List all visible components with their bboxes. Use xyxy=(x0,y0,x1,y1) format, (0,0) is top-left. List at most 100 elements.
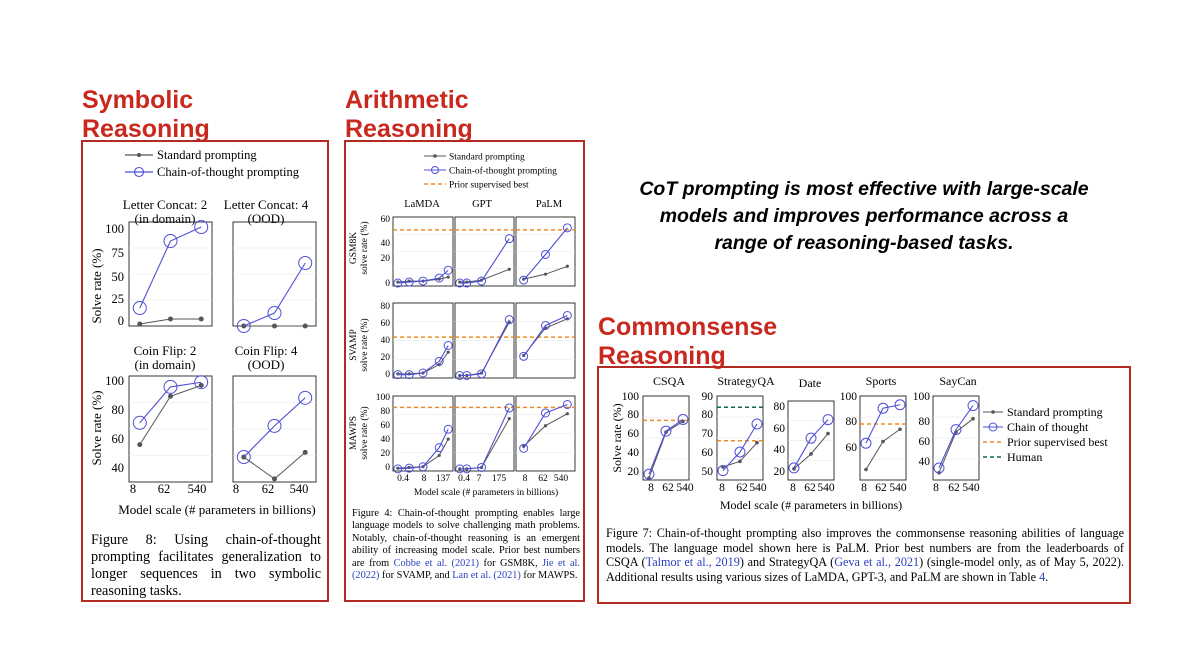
standard-data-point xyxy=(302,449,308,455)
caption-text: ) (single-model only, as of May 5, 2022)… xyxy=(606,555,1124,584)
chart-panel xyxy=(128,375,213,483)
citation-link[interactable]: Talmor et al., 2019 xyxy=(645,555,740,569)
cot-data-point xyxy=(562,399,572,409)
x-axis-label: Model scale (# parameters in billions) xyxy=(720,498,902,512)
chart-panel xyxy=(515,216,576,287)
cot-data-point xyxy=(677,413,689,425)
column-title: PaLM xyxy=(536,199,563,210)
symbolic-caption: Figure 8: Using chain-of-thought prompti… xyxy=(91,532,321,599)
chart-panel xyxy=(515,302,576,379)
x-tick-label: 540 xyxy=(554,474,569,484)
cot-data-point xyxy=(751,418,763,430)
standard-data-point xyxy=(137,321,143,327)
standard-data-point xyxy=(738,459,742,464)
x-tick-label: 8 xyxy=(523,474,528,484)
cot-data-point xyxy=(404,370,414,380)
chart-panel xyxy=(932,395,980,481)
y-tick-label: 100 xyxy=(913,391,931,403)
column-title: GPT xyxy=(472,199,492,210)
citation-link[interactable]: Jie et al. (2022) xyxy=(352,557,580,582)
legend-standard-marker xyxy=(991,410,995,414)
cot-data-point xyxy=(434,443,444,453)
symbolic-figure-box xyxy=(81,140,329,602)
y-tick-label: 80 xyxy=(112,403,125,417)
x-tick-label: 8 xyxy=(130,482,136,496)
standard-data-point xyxy=(198,382,204,388)
y-tick-label: 20 xyxy=(381,449,391,459)
x-tick-label: 8 xyxy=(790,482,796,494)
panel-title: (OOD) xyxy=(248,211,285,226)
cot-series-line xyxy=(459,407,510,470)
standard-data-point xyxy=(272,323,277,329)
standard-data-point xyxy=(446,275,450,279)
chart-panel xyxy=(392,395,454,474)
row-label: MAWPS xyxy=(349,416,359,450)
section-title-commonsense: Commonsense Reasoning xyxy=(598,313,777,371)
x-tick-label: 8 xyxy=(422,474,427,484)
cot-data-point xyxy=(477,462,487,472)
legend-cot-label: Chain-of-thought prompting xyxy=(157,165,300,179)
x-tick-label: 8 xyxy=(648,482,654,494)
panel-title: Coin Flip: 4 xyxy=(235,343,298,358)
cot-series-line xyxy=(793,419,829,469)
panel-title: Letter Concat: 2 xyxy=(123,197,207,212)
cot-data-point xyxy=(455,278,465,288)
panel-title: StrategyQA xyxy=(717,374,775,388)
y-tick-label: 80 xyxy=(381,407,391,417)
legend-cot-label: Chain-of-thought prompting xyxy=(449,166,557,177)
x-tick-label: 62 xyxy=(948,482,960,494)
y-tick-label: 100 xyxy=(840,391,858,403)
x-tick-label: 62 xyxy=(662,482,674,494)
y-tick-label: 25 xyxy=(112,292,125,306)
y-tick-label: 80 xyxy=(846,416,858,428)
cot-series-line xyxy=(459,319,510,377)
cot-data-point xyxy=(455,371,465,380)
cot-data-point xyxy=(643,468,655,480)
standard-data-point xyxy=(864,467,868,472)
y-tick-label: 40 xyxy=(774,444,786,456)
y-tick-label: 20 xyxy=(774,466,786,478)
cot-data-point xyxy=(519,351,529,361)
headline-line: range of reasoning-based tasks. xyxy=(714,232,1014,254)
standard-data-point xyxy=(809,452,813,456)
y-tick-label: 60 xyxy=(702,447,714,459)
cot-data-point xyxy=(194,220,209,234)
cot-data-point xyxy=(877,402,889,414)
standard-data-point xyxy=(446,350,450,354)
cot-data-point xyxy=(504,234,514,244)
y-tick-label: 60 xyxy=(628,428,640,440)
caption-text: . xyxy=(1045,569,1049,584)
cot-data-point xyxy=(822,414,834,426)
cot-data-point xyxy=(163,234,178,248)
arithmetic-caption: Figure 4: Chain-of-thought prompting ena… xyxy=(352,508,580,582)
cot-series-line xyxy=(139,226,202,309)
y-tick-label: 60 xyxy=(846,442,858,454)
x-tick-label: 7 xyxy=(477,474,482,484)
standard-data-point xyxy=(565,412,569,416)
cot-data-point xyxy=(660,425,672,437)
y-tick-label: 50 xyxy=(702,466,714,478)
citation-link[interactable]: Geva et al., 2021 xyxy=(834,555,920,569)
cot-data-point xyxy=(443,341,453,350)
x-tick-label: 62 xyxy=(804,482,816,494)
panel-title: (in domain) xyxy=(134,211,195,226)
cot-series-line xyxy=(397,345,449,376)
standard-data-point xyxy=(507,267,511,271)
panel-title: Coin Flip: 2 xyxy=(134,343,197,358)
legend-standard-marker xyxy=(137,153,141,157)
citation-link[interactable]: Lan et al. (2021) xyxy=(452,570,521,582)
table-link[interactable]: 4 xyxy=(1039,569,1046,584)
standard-data-point xyxy=(168,393,173,399)
cot-data-point xyxy=(734,446,746,458)
cot-data-point xyxy=(236,319,251,333)
cot-data-point xyxy=(455,464,465,474)
standard-data-point xyxy=(826,431,830,436)
x-tick-label: 540 xyxy=(676,482,694,494)
standard-data-point xyxy=(792,467,796,471)
chart-panel xyxy=(716,395,764,481)
x-tick-label: 8 xyxy=(861,482,867,494)
cot-data-point xyxy=(132,301,147,315)
x-tick-label: 62 xyxy=(262,482,275,496)
citation-link[interactable]: Cobbe et al. (2021) xyxy=(393,557,479,569)
headline-line: models and improves performance across a xyxy=(659,205,1069,227)
